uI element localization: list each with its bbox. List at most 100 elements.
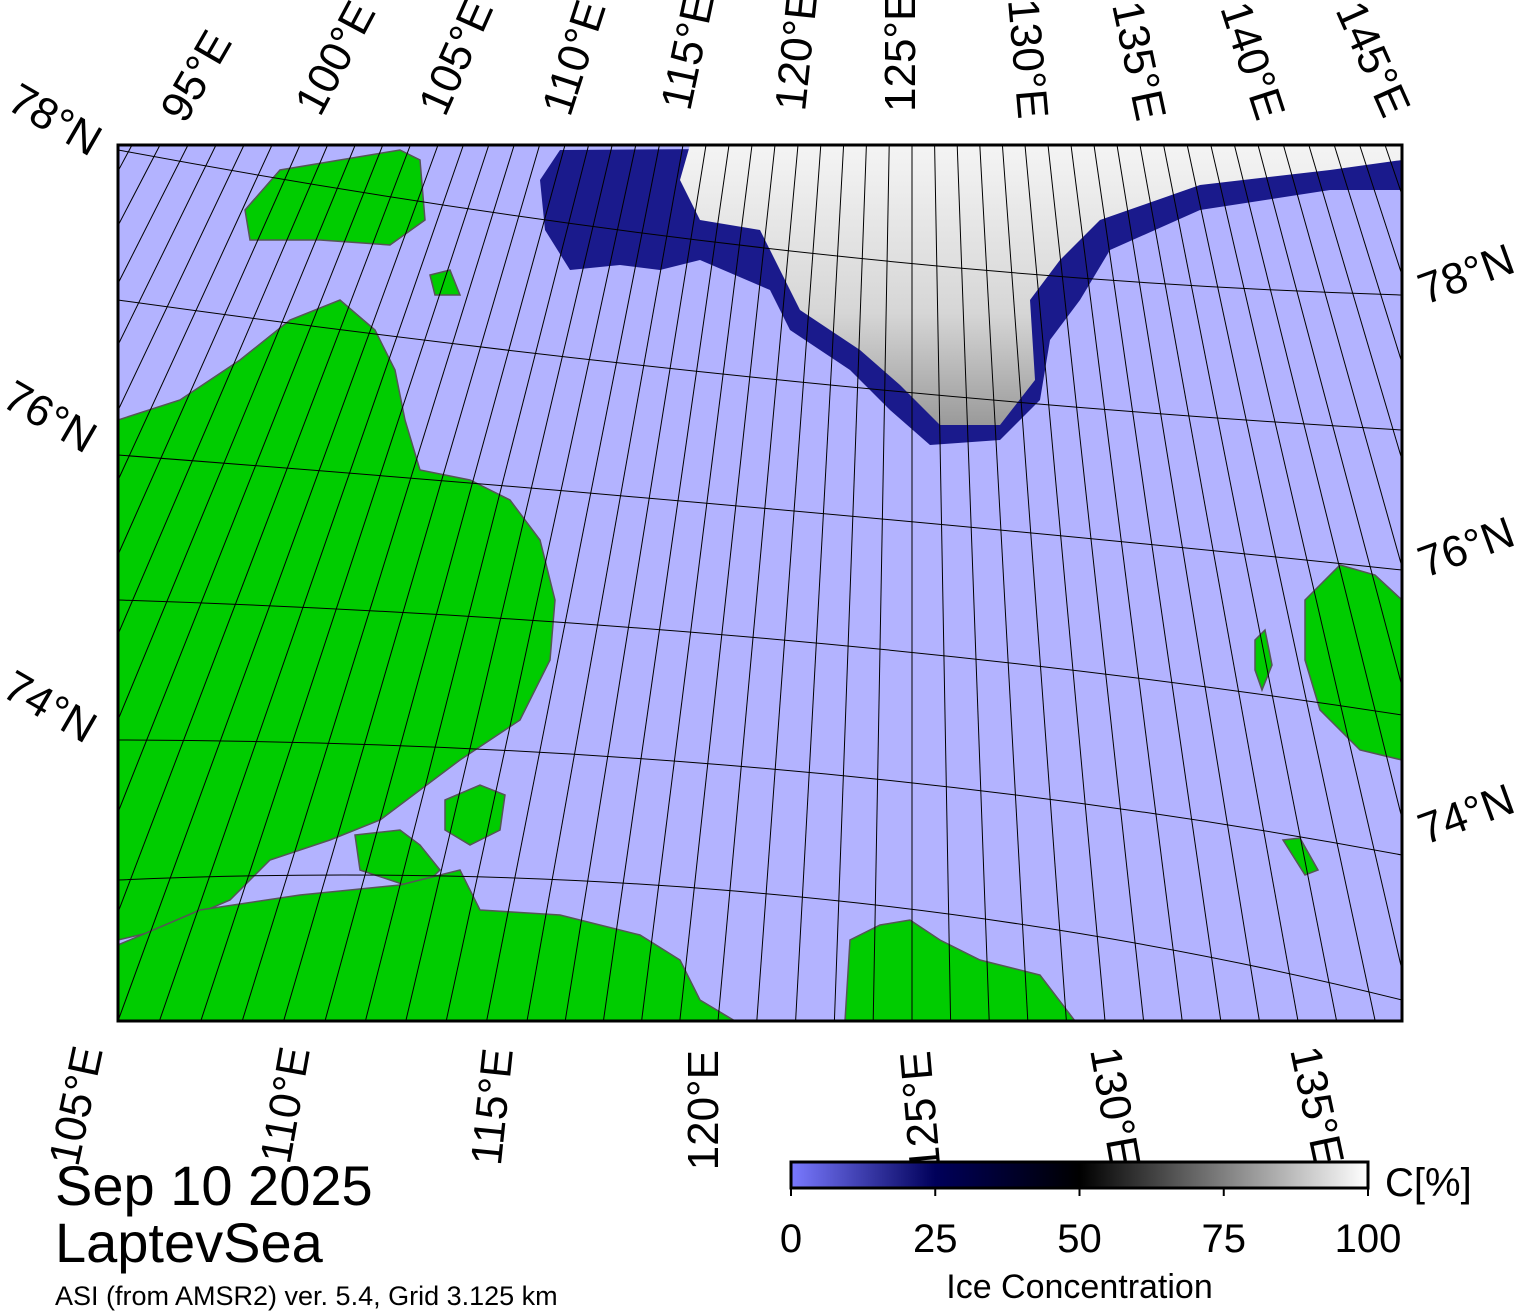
meridian [717, 145, 799, 1021]
graticule-label: 105°E [409, 0, 503, 122]
meridian [445, 145, 637, 1021]
meridian [1308, 145, 1402, 462]
graticule-label: 105°E [40, 1042, 113, 1170]
graticule-label: 130°E [998, 0, 1057, 121]
meridian [1024, 145, 1106, 1021]
graticule-label: 78°N [0, 74, 110, 166]
source: ASI (from AMSR2) ver. 5.4, Grid 3.125 km [55, 1281, 558, 1311]
graticule-label: 100°E [286, 0, 386, 123]
graticule-label: 120°E [679, 1050, 728, 1170]
parallel [118, 299, 1402, 431]
meridian [872, 145, 890, 1021]
meridian [795, 145, 845, 1021]
meridian [1001, 145, 1067, 1021]
meridian [1047, 145, 1145, 1021]
meridian [200, 145, 490, 1021]
meridian [1186, 145, 1376, 1021]
meridian [118, 145, 133, 173]
graticule-label: 110°E [251, 1043, 320, 1167]
colorbar-tick-label: 25 [913, 1217, 958, 1261]
meridian [486, 145, 660, 1021]
meridian [526, 145, 684, 1021]
meridian [956, 145, 990, 1021]
meridian [0, 145, 48, 1021]
date: Sep 10 2025 [55, 1154, 373, 1217]
land [118, 149, 1402, 1021]
colorbar: 0 25 50 75 100 C[%] Ice Concentration [780, 1160, 1472, 1306]
colorbar-unit: C[%] [1385, 1161, 1472, 1205]
colorbar-tick-label: 0 [780, 1217, 802, 1261]
meridian [158, 145, 464, 1021]
graticule-label: 115°E [652, 0, 724, 114]
graticule-label: 135°E [1280, 1042, 1353, 1170]
colorbar-tick-label: 100 [1335, 1217, 1402, 1261]
meridian [118, 145, 439, 1021]
meridian [756, 145, 822, 1021]
meridian [241, 145, 515, 1021]
meridian [602, 145, 730, 1021]
graticule-label: 76°N [1412, 508, 1521, 588]
meridian [1333, 145, 1402, 365]
meridian [0, 145, 104, 1021]
parallel [118, 739, 1402, 856]
graticule-label: 145°E [1326, 0, 1420, 124]
graticule-label: 125°E [891, 1049, 950, 1173]
meridian [679, 145, 776, 1021]
parallel [118, 149, 1402, 296]
parallel [118, 874, 1402, 1001]
graticule-label: 95°E [151, 22, 241, 130]
meridian [118, 145, 356, 722]
meridian [118, 145, 411, 914]
meridian [934, 145, 952, 1021]
colorbar-tick-label: 75 [1202, 1217, 1247, 1261]
graticule-label: 74°N [1412, 775, 1521, 855]
graticule-label: 76°N [0, 371, 105, 463]
graticule-label: 78°N [1412, 235, 1521, 315]
meridian [0, 145, 20, 1021]
meridian [405, 145, 613, 1021]
graticule-label: 125°E [876, 0, 925, 112]
graticule-label: 130°E [1080, 1043, 1149, 1170]
meridian [979, 145, 1029, 1021]
meridian [324, 145, 566, 1021]
meridian [0, 145, 76, 1021]
meridian [1282, 145, 1402, 569]
region: LaptevSea [55, 1211, 324, 1274]
meridian [833, 145, 867, 1021]
graticule-label: 135°E [1102, 0, 1175, 125]
meridian [1070, 145, 1183, 1021]
graticule-label: 74°N [0, 661, 105, 753]
graticule-label: 120°E [766, 0, 827, 113]
parallel [118, 454, 1402, 571]
graticule-label: 140°E [1210, 0, 1294, 126]
meridian [641, 145, 753, 1021]
ice-pack [680, 145, 1402, 425]
meridian [1233, 145, 1402, 821]
parallel [118, 599, 1402, 716]
meridian [564, 145, 707, 1021]
colorbar-tick-label: 50 [1057, 1217, 1102, 1261]
colorbar-scale [789, 1160, 1370, 1190]
meridian [1210, 145, 1402, 973]
colorbar-label: Ice Concentration [946, 1268, 1213, 1306]
meridian [364, 145, 590, 1021]
map-frame [116, 143, 1404, 1023]
meridian [118, 145, 273, 482]
meridian [118, 145, 217, 347]
meridian [1116, 145, 1260, 1021]
meridian [283, 145, 541, 1021]
graticule-label: 110°E [533, 0, 616, 121]
graticule [0, 145, 1402, 1021]
meridian [1093, 145, 1222, 1021]
meridian [118, 145, 384, 814]
graticule-label: 115°E [462, 1046, 523, 1168]
map-area [0, 145, 1402, 1021]
meridian [1139, 145, 1299, 1021]
meridian [118, 145, 245, 412]
meridian [118, 145, 329, 636]
meridian [118, 145, 301, 557]
meridian [1257, 145, 1402, 689]
meridian [1163, 145, 1338, 1021]
